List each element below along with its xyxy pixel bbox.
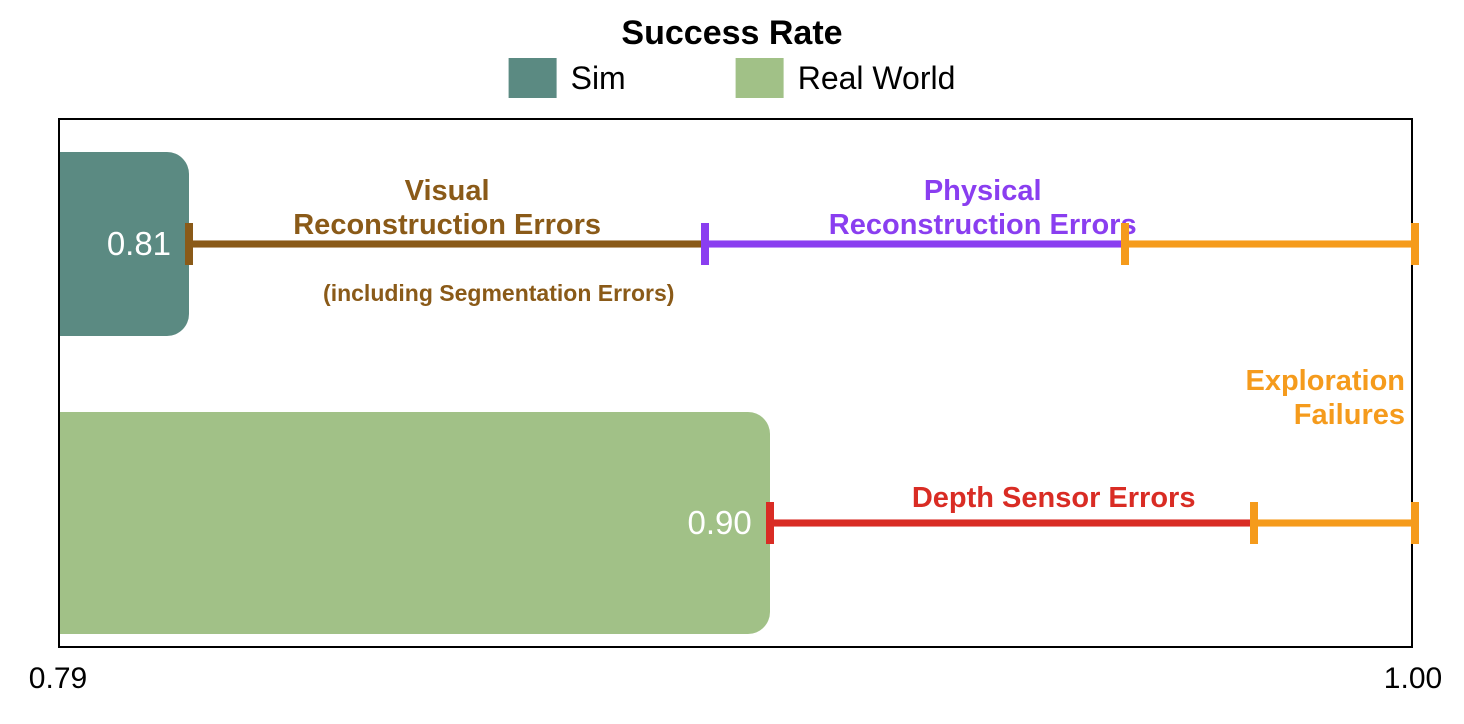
anno-depth: Depth Sensor Errors xyxy=(912,481,1196,515)
legend-item-sim: Sim xyxy=(509,58,626,98)
x-tick-min: 0.79 xyxy=(29,662,87,696)
legend-swatch-real xyxy=(736,58,784,98)
bar-real: 0.90 xyxy=(60,412,770,634)
x-tick-max: 1.00 xyxy=(1384,662,1442,696)
error-segment xyxy=(770,522,1254,524)
legend-item-real: Real World xyxy=(736,58,956,98)
legend-label-real: Real World xyxy=(798,60,956,97)
error-segment xyxy=(1125,243,1415,245)
anno-physical-recon: Physical Reconstruction Errors xyxy=(829,174,1137,242)
error-segment xyxy=(1254,522,1415,524)
anno-visual-sub: (including Segmentation Errors) xyxy=(323,280,674,307)
legend-label-sim: Sim xyxy=(571,60,626,97)
chart-title: Success Rate xyxy=(621,14,842,53)
legend-swatch-sim xyxy=(509,58,557,98)
bar-value-sim: 0.81 xyxy=(107,225,171,263)
error-segment xyxy=(705,243,1124,245)
anno-exploration: Exploration Failures xyxy=(1245,364,1405,432)
error-segment xyxy=(189,243,705,245)
legend: Sim Real World xyxy=(509,58,956,98)
anno-visual-recon: Visual Reconstruction Errors xyxy=(293,174,601,242)
bar-value-real: 0.90 xyxy=(688,504,752,542)
bar-sim: 0.81 xyxy=(60,152,189,336)
chart-root: Success Rate Sim Real World 0.81 0.90 Vi… xyxy=(0,0,1464,724)
plot-area: 0.81 0.90 Visual Reconstruction Errors (… xyxy=(58,118,1413,648)
